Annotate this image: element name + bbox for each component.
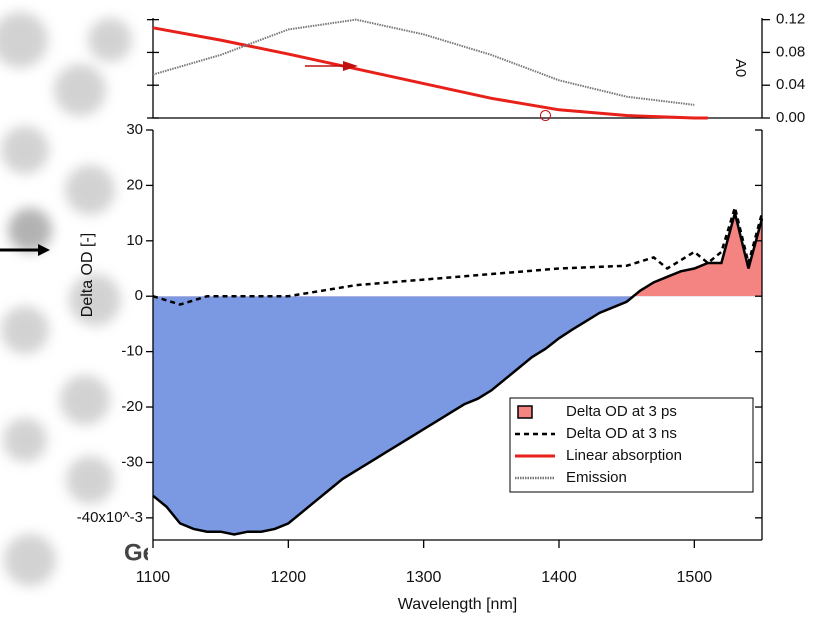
y-tick-label: -10 (121, 343, 143, 360)
legend-label: Linear absorption (566, 447, 682, 464)
y-tick-label: 30 (126, 121, 143, 138)
y-axis-label: Delta OD [-] (79, 233, 96, 317)
y-tick-label: 0 (135, 287, 143, 304)
legend-box (509, 397, 754, 493)
y-tick-label: -20 (121, 398, 143, 415)
annotation-arrow-head (343, 61, 358, 71)
y2-tick-label: 0.12 (776, 11, 805, 28)
x-tick-label: 1100 (136, 569, 171, 586)
y-tick-label: 10 (126, 232, 143, 249)
area-below (153, 296, 634, 535)
y-tick-label: -30 (121, 453, 143, 470)
x-axis-label: Wavelength [nm] (398, 596, 517, 613)
line-series (152, 212, 764, 536)
line-series (152, 18, 695, 106)
legend-label: Delta OD at 3 ns (566, 425, 677, 442)
x-tick-label: 1400 (541, 569, 577, 586)
y2-tick-label: 0.08 (776, 43, 805, 60)
line-series (152, 26, 708, 120)
legend-label: Delta OD at 3 ps (566, 403, 677, 420)
cursor-marker (539, 110, 551, 122)
background (0, 12, 132, 586)
y2-tick-label: 0.00 (776, 109, 805, 126)
area-above (153, 213, 762, 297)
line-series (152, 202, 764, 306)
y-tick-label: 20 (126, 176, 143, 193)
x-tick-label: 1200 (271, 569, 307, 586)
y2-axis-label: A0 (732, 59, 749, 77)
x-tick-label: 1300 (406, 569, 442, 586)
y2-tick-label: 0.04 (776, 76, 805, 93)
x-tick-label: 1500 (677, 569, 713, 586)
legend-label: Emission (566, 469, 627, 486)
pointer-arrow-head (38, 244, 50, 256)
y-tick-label: -40x10^-3 (77, 509, 143, 526)
legend-swatch (517, 405, 533, 419)
